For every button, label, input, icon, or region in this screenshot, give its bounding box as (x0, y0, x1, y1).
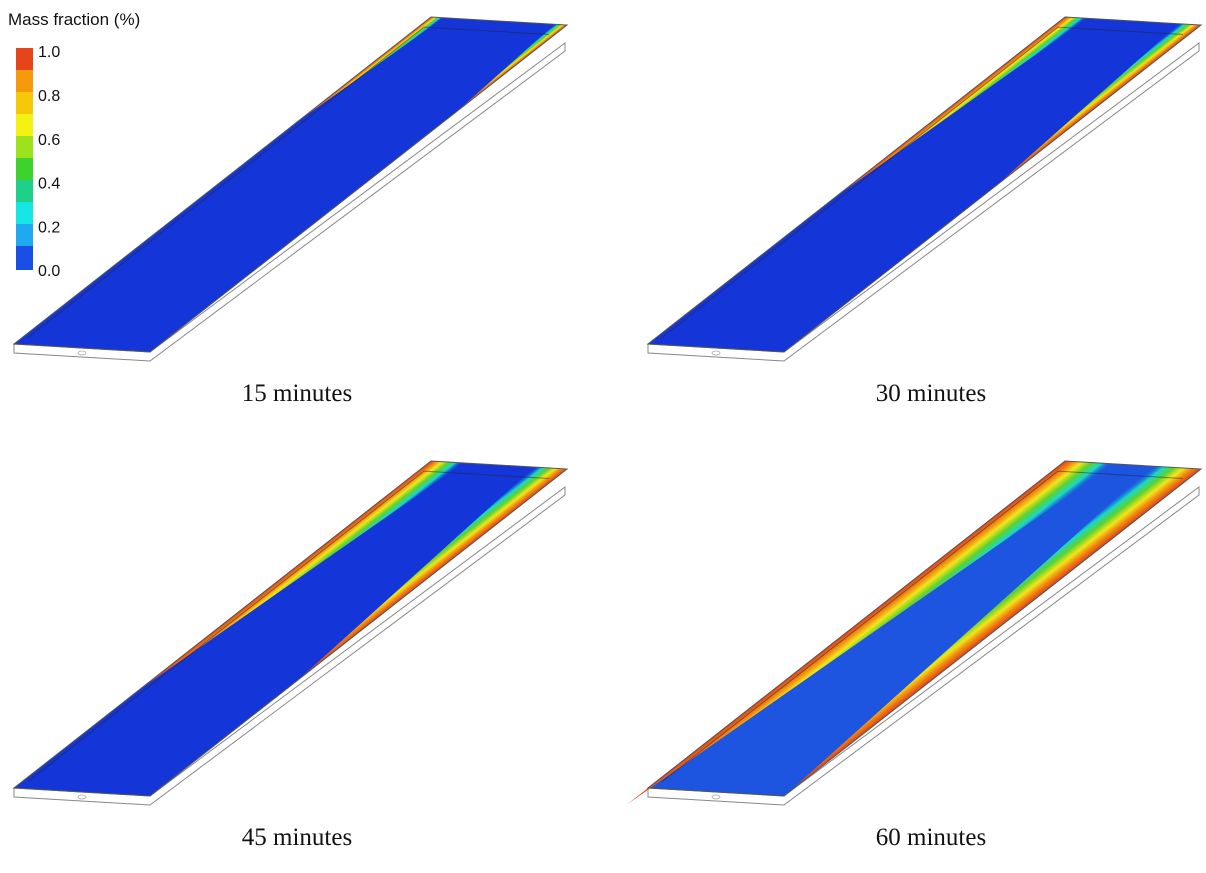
color-band (16, 70, 33, 92)
plate-surface (648, 17, 1201, 352)
color-band (16, 48, 33, 70)
legend-label: 1.0 (38, 44, 60, 61)
caption: 60 minutes (876, 824, 986, 851)
plate (627, 461, 1201, 812)
legend-label: 0.8 (38, 88, 60, 105)
legend-label: 0.2 (38, 219, 60, 236)
color-band (16, 136, 33, 158)
caption: 15 minutes (242, 380, 352, 407)
legend-label: 0.4 (38, 176, 60, 193)
caption: 45 minutes (242, 824, 352, 851)
caption: 30 minutes (876, 380, 986, 407)
color-band (16, 114, 33, 136)
plate (648, 17, 1201, 352)
color-band (16, 224, 33, 246)
panel: 45 minutes (14, 461, 567, 851)
legend-title: Mass fraction (%) (8, 10, 140, 29)
plate (14, 17, 567, 352)
figure: Mass fraction (%) 1.0 0.8 0.6 0.4 0.2 0.0 15 … (0, 0, 1206, 873)
color-band (16, 202, 33, 224)
legend-label: 0.0 (38, 263, 60, 280)
plate-surface (14, 17, 567, 352)
panel: 15 minutes (14, 17, 567, 407)
plate (14, 461, 567, 796)
panel: 30 minutes (648, 17, 1201, 407)
legend: Mass fraction (%) 1.0 0.8 0.6 0.4 0.2 0.0 (8, 10, 140, 280)
plate-surface (14, 461, 567, 796)
color-band (16, 158, 33, 180)
color-band (16, 180, 33, 202)
color-band (16, 246, 33, 270)
panel: 60 minutes (627, 461, 1201, 851)
legend-label: 0.6 (38, 132, 60, 149)
color-band (16, 92, 33, 114)
